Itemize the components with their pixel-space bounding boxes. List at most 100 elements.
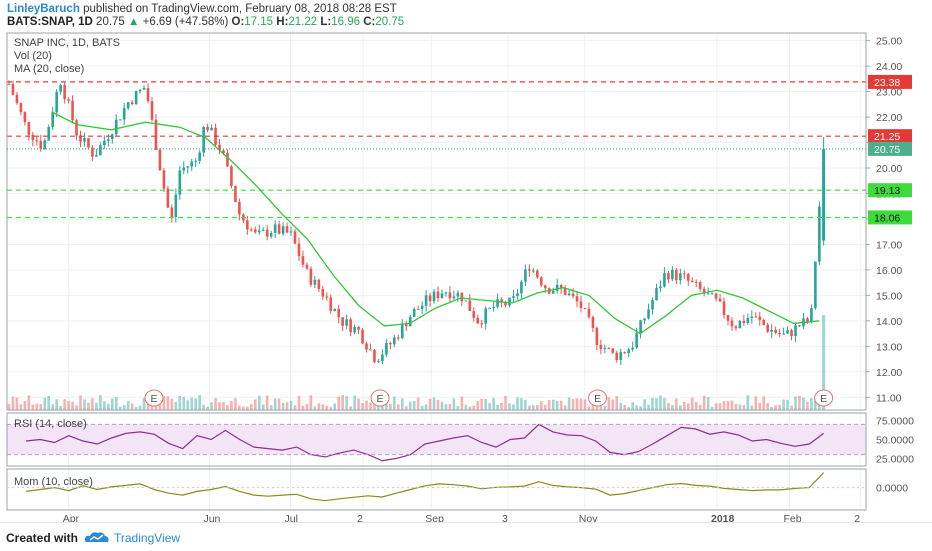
volume-bar: [734, 403, 738, 410]
candle-body: [512, 296, 515, 298]
volume-bar: [508, 403, 511, 410]
volume-bar: [396, 404, 400, 410]
candle-body: [448, 292, 452, 299]
candle-body: [31, 134, 35, 141]
volume-bar: [516, 397, 519, 410]
candle-body: [293, 231, 297, 244]
last-price: 20.75: [96, 16, 125, 28]
candle-body: [95, 155, 98, 157]
volume-bar: [301, 405, 305, 410]
volume-bar: [671, 405, 674, 410]
candle-body: [114, 119, 118, 135]
tradingview-brand[interactable]: TradingView: [114, 531, 181, 545]
price-axis-label: 15.00: [876, 290, 902, 302]
candle-body: [416, 309, 420, 311]
candle-body: [369, 349, 372, 351]
earnings-marker-label: E: [594, 393, 601, 405]
candle-body: [253, 229, 257, 233]
earnings-marker-label: E: [820, 393, 827, 405]
volume-bar: [7, 404, 11, 410]
volume-bar: [710, 406, 714, 410]
volume-bar: [122, 405, 126, 410]
volume-bar: [23, 401, 27, 410]
volume-bar: [655, 398, 658, 410]
candle-body: [694, 281, 698, 283]
chart-canvas[interactable]: E E E E 11.00 12.00 13.00 14.00 15.00 16.00 17.00…: [0, 0, 932, 522]
volume-bar: [134, 406, 138, 410]
open-value: 17.15: [244, 16, 274, 28]
candle-body: [464, 300, 468, 302]
volume-bar: [250, 404, 253, 410]
candle-body: [754, 316, 758, 318]
volume-bar: [718, 403, 722, 410]
candle-body: [305, 264, 309, 269]
volume-bar: [615, 396, 619, 410]
candle-body: [210, 127, 213, 131]
volume-bar: [774, 405, 777, 410]
volume-bar: [321, 404, 325, 410]
volume-bar: [754, 396, 758, 410]
volume-bar: [806, 401, 809, 410]
candle-body: [269, 233, 273, 237]
candle-body: [420, 305, 424, 310]
volume-bar: [504, 395, 507, 410]
volume-bar: [778, 404, 781, 410]
change-arrow-icon: ▲: [128, 16, 140, 28]
candle-body: [313, 279, 317, 285]
candle-body: [389, 343, 392, 345]
time-axis-label: Feb: [783, 513, 801, 522]
candle-body: [381, 354, 384, 362]
volume-bar: [686, 403, 690, 410]
candle-body: [798, 325, 801, 327]
volume-bar: [512, 404, 515, 410]
volume-bar: [647, 404, 650, 410]
candle-body: [246, 220, 249, 230]
candle-body: [206, 127, 209, 131]
volume-bar: [575, 398, 579, 410]
candle-body: [186, 166, 190, 168]
candle-body: [476, 317, 480, 324]
candle-body: [35, 140, 39, 142]
low-value: 16.96: [331, 16, 361, 28]
author-name[interactable]: LinleyBaruch: [7, 3, 80, 15]
volume-bar: [329, 406, 333, 410]
volume-bar: [154, 406, 158, 410]
volume-bar: [297, 395, 301, 410]
earnings-marker: [370, 389, 390, 407]
tradingview-cloud-icon[interactable]: [84, 530, 110, 544]
level-tag: [868, 183, 912, 198]
volume-bar: [794, 396, 797, 410]
volume-bar: [313, 406, 317, 410]
volume-bar: [110, 398, 114, 410]
candle-body: [91, 147, 94, 157]
price-axis-label: 16.00: [876, 265, 902, 277]
candle-body: [230, 166, 233, 186]
volume-bar: [230, 400, 233, 410]
candle-body: [126, 102, 130, 109]
candle-body: [750, 316, 754, 319]
candle-body: [647, 309, 650, 319]
candle-body: [770, 329, 773, 332]
volume-bar: [289, 400, 293, 410]
candle-body: [524, 269, 527, 282]
candle-body: [603, 348, 607, 350]
volume-bar: [563, 405, 567, 410]
level-tag: [868, 210, 912, 225]
candle-body: [460, 292, 464, 302]
volume-bar: [607, 397, 611, 410]
volume-bar: [762, 396, 766, 410]
earnings-marker: [144, 389, 164, 407]
volume-bar: [619, 402, 623, 410]
vol-label: Vol (20): [14, 50, 52, 62]
volume-bar: [202, 404, 205, 410]
volume-bar: [750, 405, 754, 410]
volume-bar: [79, 395, 82, 410]
volume-bar: [702, 395, 706, 410]
volume-bar: [500, 402, 503, 410]
volume-bar: [555, 400, 559, 410]
candle-body: [317, 279, 321, 289]
rsi-axis-label: 50.0000: [876, 435, 914, 447]
price-axis-label: 13.00: [876, 341, 902, 353]
price-axis-label: 24.00: [876, 61, 902, 73]
earnings-marker: [814, 389, 834, 407]
